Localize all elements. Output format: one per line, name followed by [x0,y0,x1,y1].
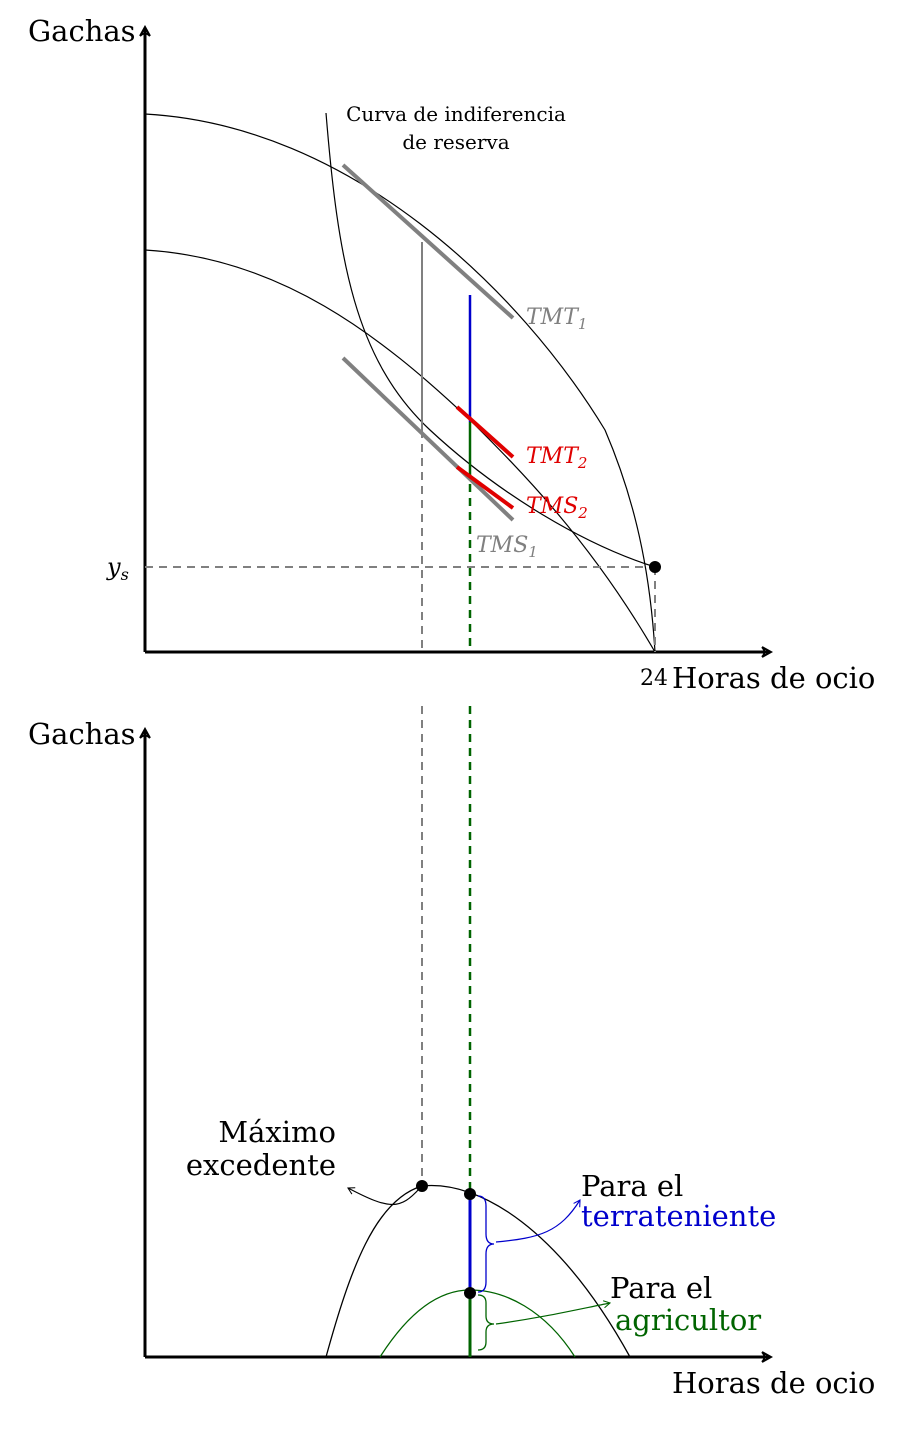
landowner-label-line1: Para el [581,1169,683,1203]
bottom-panel: Gachas Horas de ocio Máximo excedente Pa… [28,717,875,1400]
reservation-indifference-curve [325,112,656,568]
landowner-pointer [495,1199,581,1243]
x-tick-24: 24 [640,666,668,691]
farmer-label-line2: agricultor [615,1303,761,1337]
tmt2-tangent [455,405,515,459]
top-x-axis-label: Horas de ocio [672,661,875,695]
endowment-point [649,561,661,573]
tms2-label: TMS2 [526,494,588,522]
tms2-tangent [455,465,515,510]
landowner-brace [477,1195,495,1293]
curve-annotation-line1: Curva de indiferencia [346,102,566,126]
tms1-tangent [341,356,515,522]
max-surplus-label-line1: Máximo [218,1115,336,1149]
farmer-label-line1: Para el [610,1271,712,1305]
top-y-axis-label: Gachas [28,14,136,48]
curve-annotation-line2: de reserva [402,130,509,154]
farmer-surplus-curve [379,1289,576,1358]
farmer-point [464,1287,476,1299]
max-surplus-pointer [347,1187,421,1206]
bottom-x-axis-label: Horas de ocio [672,1366,875,1400]
tmt1-label: TMT1 [526,305,587,333]
tmt1-tangent [341,163,515,320]
top-panel: Gachas Horas de ocio 24 ys Curva de indi… [28,14,875,695]
farmer-pointer [495,1300,612,1325]
tmt2-label: TMT2 [526,444,587,472]
landowner-point [464,1188,476,1200]
production-frontier-lower [144,249,656,653]
production-frontier-upper [144,113,656,653]
farmer-brace [477,1294,495,1351]
bottom-y-axis-label: Gachas [28,717,136,751]
tms1-label: TMS1 [476,533,538,561]
y-tick-ys: ys [106,553,129,584]
landowner-label-line2: terrateniente [581,1199,776,1233]
max-surplus-label-line2: excedente [186,1148,336,1182]
